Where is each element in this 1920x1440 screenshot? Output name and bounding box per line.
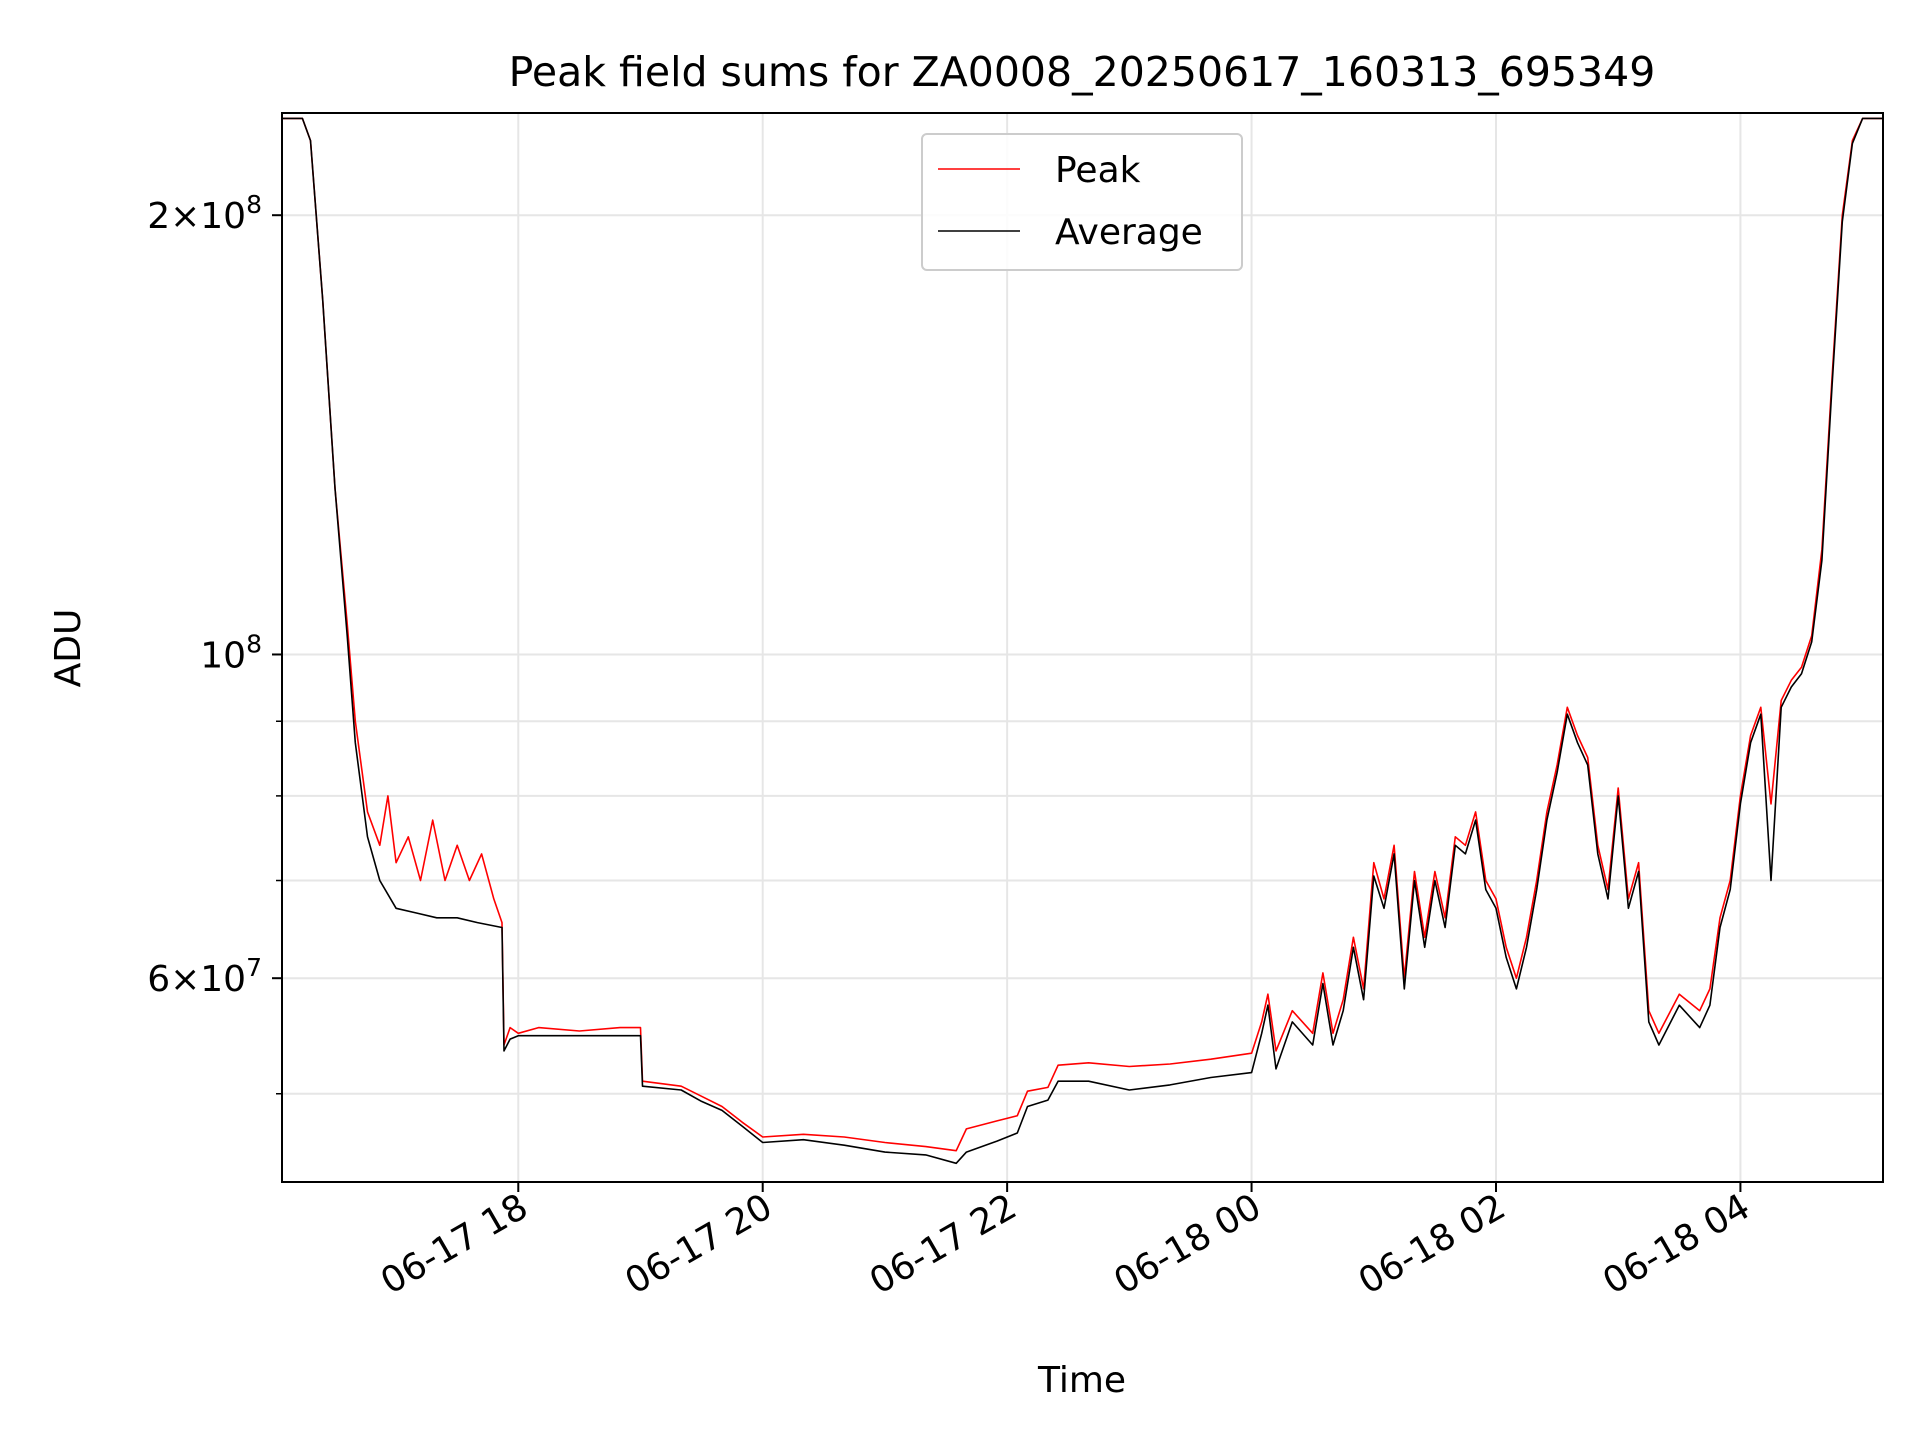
- series-line-average: [282, 117, 1883, 1165]
- y-axis-label: ADU: [48, 609, 89, 688]
- grid: [282, 113, 1883, 1182]
- x-axis-label: Time: [1037, 1360, 1126, 1401]
- series-layer: [282, 117, 1883, 1165]
- y-tick-label: 6×107: [147, 953, 262, 1000]
- legend-box: [921, 133, 1243, 271]
- plot-frame: [281, 112, 1884, 1183]
- legend-label-average: Average: [1055, 212, 1203, 253]
- y-tick-label: 108: [200, 629, 262, 676]
- legend-label-peak: Peak: [1055, 150, 1141, 191]
- y-tick-label: 2×108: [147, 190, 262, 237]
- series-line-peak: [282, 117, 1883, 1152]
- y-axis: 6×107 108 2×108: [147, 190, 282, 1095]
- legend: Peak Average: [921, 133, 1243, 271]
- chart-title: Peak field sums for ZA0008_20250617_1603…: [509, 48, 1656, 96]
